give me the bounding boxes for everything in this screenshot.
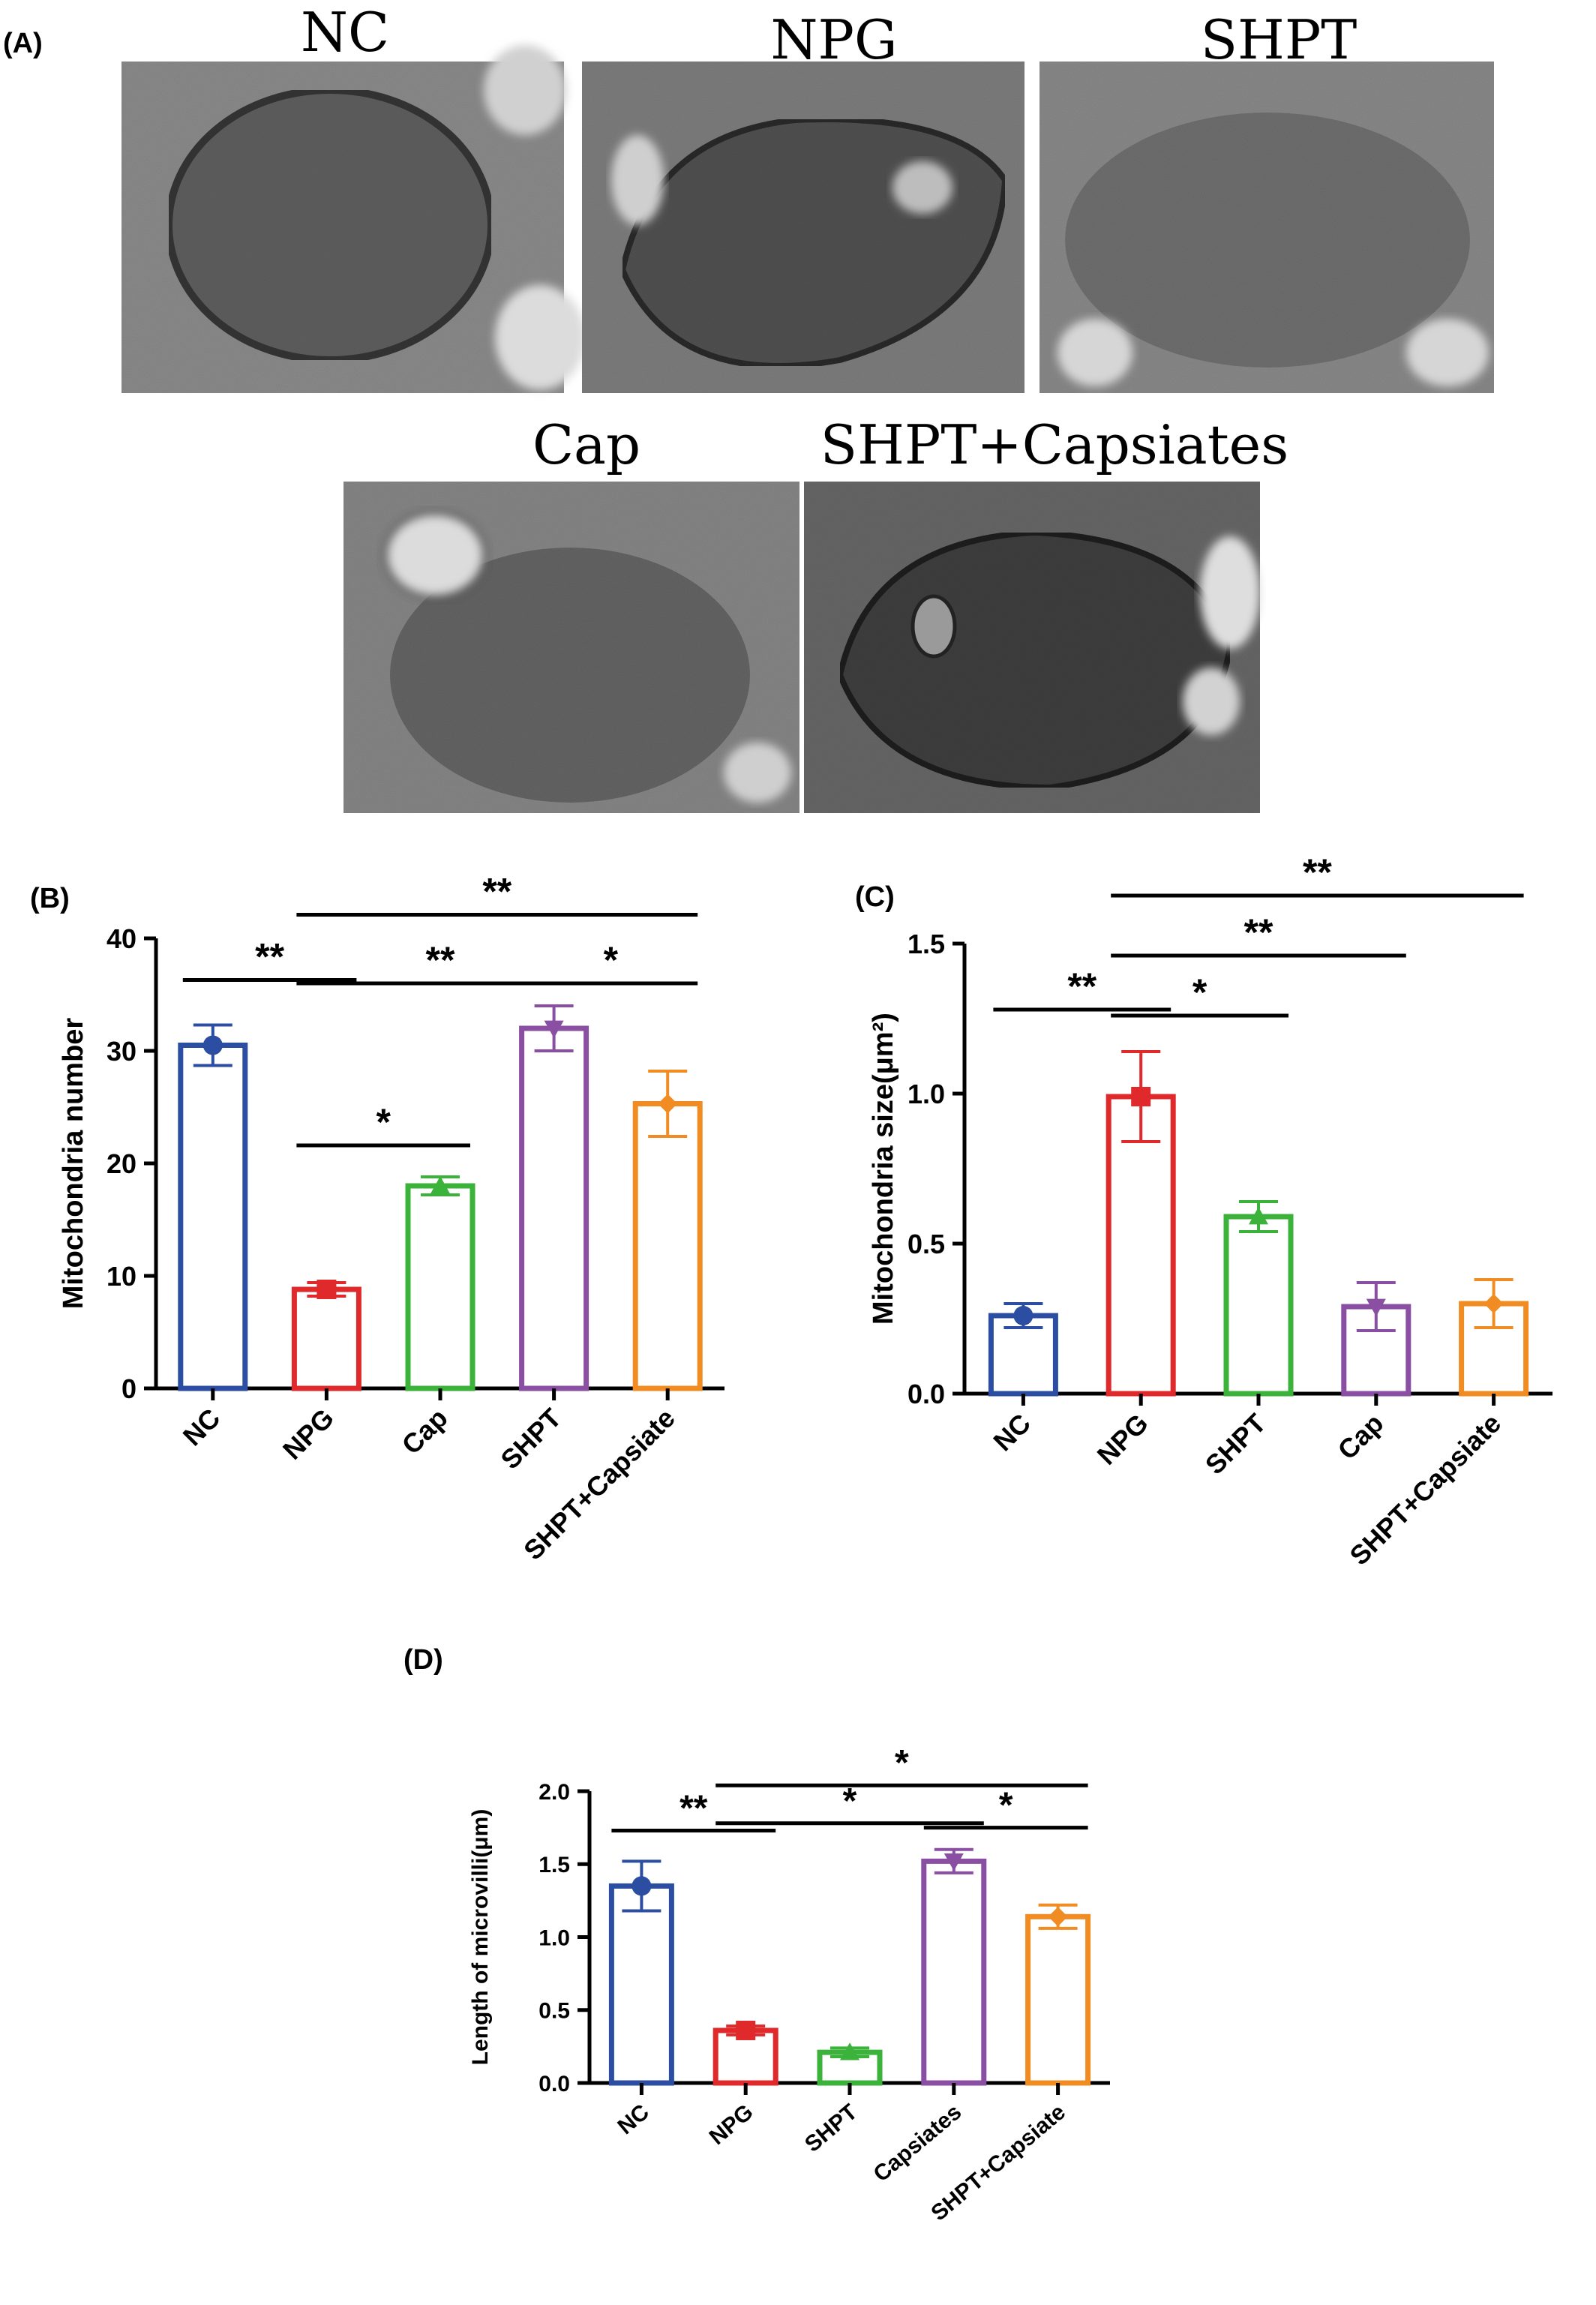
mean-marker [202, 1035, 223, 1055]
micrograph-npg: NPG [582, 8, 1024, 393]
mean-marker [1131, 1087, 1151, 1106]
bar-npg [291, 1286, 362, 1391]
panel-b-letter: (B) [30, 883, 70, 914]
y-tick-label: 2.0 [538, 1780, 570, 1805]
panel-d-letter: (D) [404, 1644, 443, 1676]
significance-label: * [999, 1786, 1013, 1826]
mean-marker [1366, 1298, 1386, 1316]
mean-marker [736, 2020, 756, 2040]
micrograph-nc-label: NC [301, 1, 389, 64]
micrograph-shpt-capsiates: SHPT+Capsiates [804, 413, 1288, 813]
micrograph-shpt: SHPT [1040, 8, 1494, 393]
significance-label: * [843, 1781, 857, 1821]
bar-capsiates [921, 1858, 987, 2086]
y-tick-label: 0.0 [908, 1379, 945, 1409]
significance-label: * [376, 1101, 391, 1143]
category-label: SHPT [800, 2099, 862, 2157]
mean-marker [944, 1853, 964, 1871]
mean-marker [544, 1020, 564, 1038]
panel-a-letter: (A) [3, 28, 43, 59]
mean-marker [632, 1876, 652, 1896]
mean-marker [658, 1094, 678, 1114]
y-tick-label: 0.5 [538, 1999, 570, 2024]
bar-cap [405, 1183, 476, 1391]
y-tick-label: 20 [106, 1148, 136, 1179]
significance-label: ** [482, 871, 512, 913]
mean-marker [1048, 1907, 1068, 1927]
micrograph-shpt-label: SHPT [1201, 8, 1358, 71]
chart-b: (B) 0 10 20 30 40 Mitochondria number NC NPG Cap S… [30, 871, 724, 1566]
bar-shpt-capsiate [632, 1101, 703, 1391]
panel-a: (A) NC NPG SHPT [3, 1, 1494, 813]
category-label: NPG [277, 1403, 340, 1466]
significance-label: ** [1303, 851, 1332, 893]
category-label: NPG [1091, 1408, 1154, 1471]
category-label: Cap [1331, 1408, 1389, 1466]
bar-nc [608, 1883, 674, 2086]
bar-shpt [519, 1025, 590, 1391]
y-tick-label: 10 [106, 1261, 136, 1292]
y-tick-label: 0.5 [908, 1229, 945, 1259]
significance-label: ** [1244, 911, 1274, 953]
significance-label: * [1192, 971, 1208, 1013]
category-label: NC [177, 1403, 226, 1452]
mean-marker [840, 2042, 860, 2060]
y-tick-label: 40 [106, 923, 136, 954]
mean-marker [316, 1280, 337, 1299]
category-label: NC [613, 2099, 653, 2139]
bar-shpt-capsiate [1025, 1913, 1091, 2086]
significance-label: ** [426, 939, 455, 981]
micrograph-cap-label: Cap [532, 413, 640, 476]
chart-d: (D) 0.0 0.5 1.0 1.5 2.0 Length of microvilli(μ… [404, 1644, 1110, 2225]
bar-nc [178, 1043, 248, 1391]
significance-label: ** [680, 1789, 708, 1829]
significance-label: * [604, 939, 619, 981]
y-axis-title: Length of microvilli(μm) [468, 1809, 493, 2066]
micrograph-shpt-capsiates-label: SHPT+Capsiates [820, 413, 1288, 476]
y-tick-label: 1.5 [908, 929, 945, 959]
y-tick-label: 1.5 [538, 1853, 570, 1877]
y-axis-title: Mitochondria number [58, 1018, 89, 1310]
category-label: Capsiates [869, 2099, 967, 2186]
mean-marker [1249, 1207, 1268, 1225]
y-tick-label: 0.0 [538, 2072, 570, 2096]
bar-shpt [1223, 1214, 1294, 1397]
micrograph-cap: Cap [344, 413, 800, 813]
y-tick-label: 1.0 [908, 1079, 945, 1109]
category-label: SHPT [1199, 1408, 1272, 1481]
micrograph-npg-label: NPG [771, 8, 898, 71]
category-label: Cap [396, 1403, 454, 1460]
mean-marker [430, 1176, 450, 1194]
mean-marker [1013, 1306, 1034, 1325]
category-label: NC [987, 1408, 1036, 1457]
mean-marker [1484, 1294, 1504, 1313]
panel-c-letter: (C) [855, 881, 895, 913]
significance-label: ** [255, 936, 284, 978]
category-label: SHPT [494, 1403, 567, 1475]
micrograph-nc: NC [122, 1, 585, 393]
y-tick-label: 0 [122, 1373, 136, 1404]
significance-label: ** [1067, 965, 1096, 1007]
y-axis-title: Mitochondria size(μm²) [868, 1013, 899, 1325]
chart-c: (C) 0.0 0.5 1.0 1.5 Mitochondria size(μm²) NC N… [855, 851, 1552, 1571]
category-label: NPG [705, 2099, 758, 2150]
significance-label: * [895, 1743, 909, 1783]
y-tick-label: 30 [106, 1036, 136, 1067]
y-tick-label: 1.0 [538, 1925, 570, 1950]
